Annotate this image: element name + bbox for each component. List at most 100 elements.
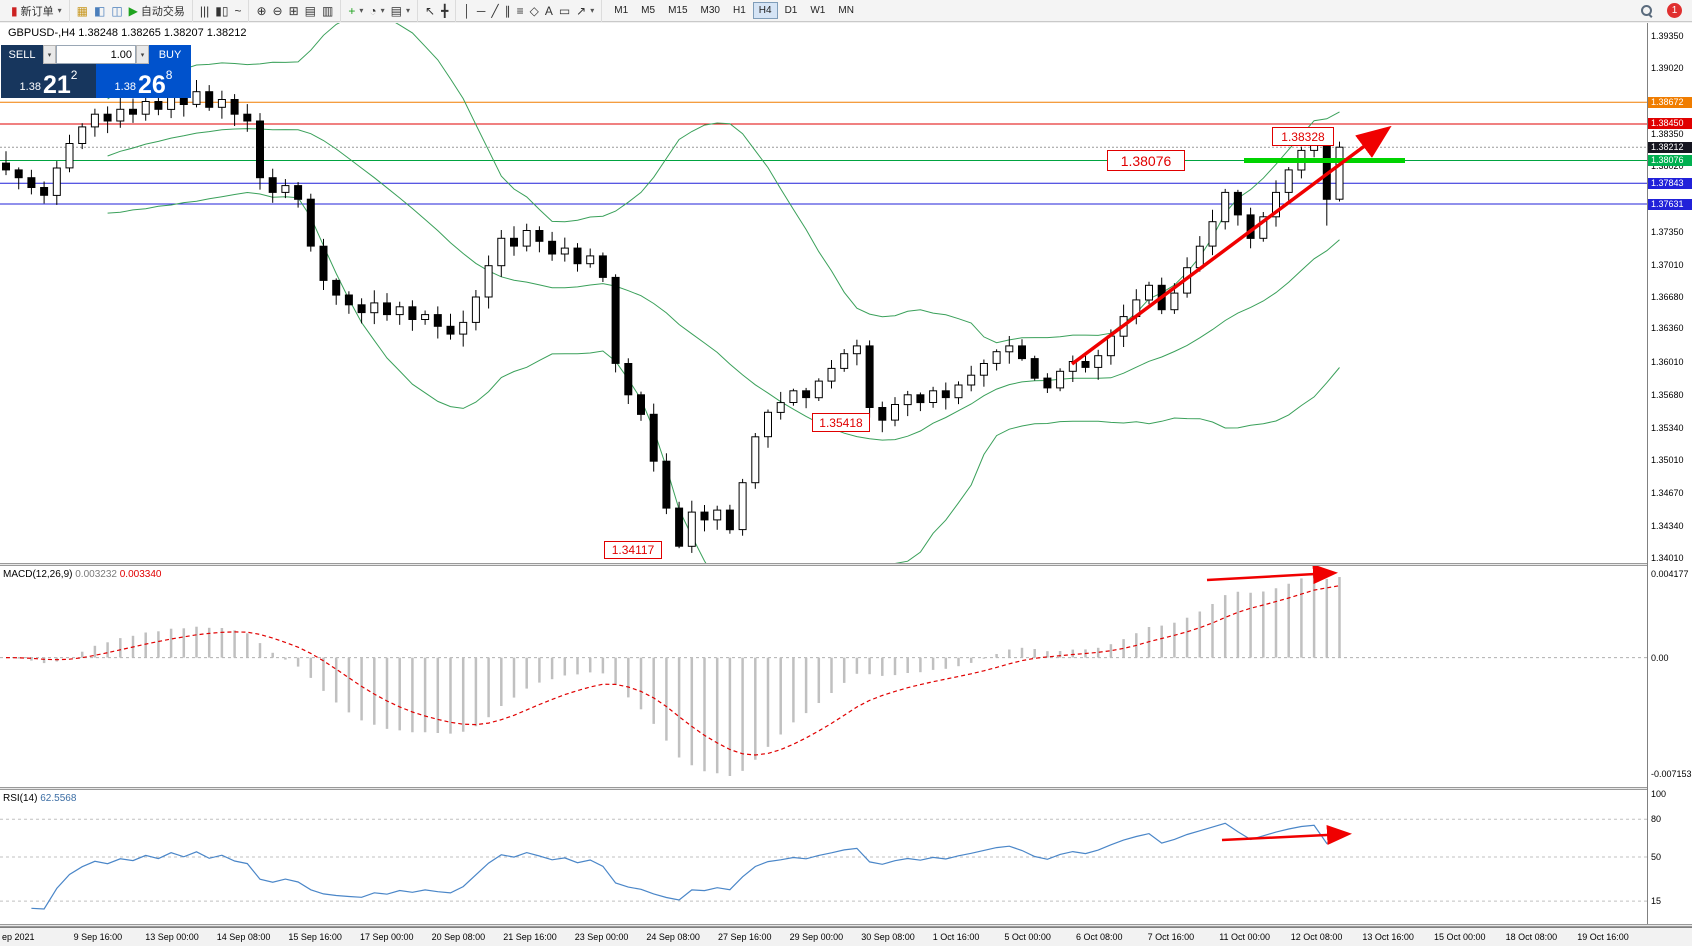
toolbar-groups: ▮ 新订单 ▾ ▦ ◧ ◫ ▶ 自动交易 ||| ▮▯ ~ ⊕ ⊖ ⊞ ▤ ▥ + ▾ ◔ ▾ ▤ ▾ ↖ ╋ │ ─ ╱ ∥ ≡ ◇ A ▭…	[4, 0, 603, 22]
price-tick: 1.34010	[1651, 553, 1684, 563]
pane-divider[interactable]	[0, 787, 1692, 790]
price-chip: 1.38212	[1648, 141, 1692, 153]
time-label: 5 Oct 00:00	[1004, 932, 1051, 942]
price-chart-canvas[interactable]	[0, 23, 1647, 563]
timeframe-m1[interactable]: M1	[614, 5, 629, 16]
sell-button[interactable]: SELL	[1, 45, 43, 64]
chart-window: GBPUSD-,H4 1.38248 1.38265 1.38207 1.382…	[0, 23, 1692, 946]
time-label: 21 Sep 16:00	[503, 932, 557, 942]
track-chart-icon: ▥	[322, 3, 334, 18]
tile-windows-button[interactable]: ⊞	[286, 3, 302, 19]
volume-caret-icon[interactable]: ▾	[136, 45, 149, 64]
timeframe-h1[interactable]: H1	[732, 5, 746, 16]
price-tick: 1.36010	[1651, 357, 1684, 368]
zoom-out-button[interactable]: ⊖	[270, 3, 286, 19]
fibonacci-button[interactable]: ≡	[514, 3, 527, 19]
track-chart-button[interactable]: ▥	[319, 3, 336, 19]
time-label: 9 Sep 16:00	[73, 932, 123, 942]
chart-line-icon: ~	[234, 3, 242, 18]
toolbar-group: ↖ ╋	[418, 0, 457, 22]
periods-button[interactable]: ◔ ▾	[366, 3, 387, 19]
time-label: 11 Oct 00:00	[1219, 932, 1271, 942]
data-window-button[interactable]: ◧	[91, 3, 108, 19]
sell-price-prefix: 1.38	[19, 81, 41, 93]
macd-canvas[interactable]	[0, 566, 1647, 787]
add-indicator-caret-icon[interactable]: ▾	[359, 6, 364, 15]
time-label: 19 Oct 16:00	[1577, 932, 1629, 942]
price-axis[interactable]: 1.393501.390201.383501.380201.373501.370…	[1647, 23, 1692, 924]
templates-caret-icon[interactable]: ▾	[406, 6, 411, 15]
time-label: 20 Sep 08:00	[431, 932, 486, 942]
templates-button[interactable]: ▤ ▾	[388, 3, 413, 19]
timeframe-d1[interactable]: D1	[784, 5, 798, 16]
rsi-canvas[interactable]	[0, 790, 1647, 924]
timeframe-m30[interactable]: M30	[700, 5, 720, 16]
chart-bars-button[interactable]: |||	[197, 3, 212, 19]
autotrading-button[interactable]: ▶ 自动交易	[126, 2, 188, 20]
price-tick: 1.36360	[1651, 323, 1684, 334]
new-order-caret-icon[interactable]: ▾	[57, 6, 62, 15]
text-icon: A	[544, 3, 553, 18]
chart-line-button[interactable]: ~	[231, 3, 244, 19]
trendline-button[interactable]: ╱	[488, 3, 501, 19]
price-annotation-box[interactable]: 1.35418	[812, 413, 870, 432]
time-label: 24 Sep 08:00	[646, 932, 700, 942]
sell-price-box[interactable]: 1.38 21 2	[1, 64, 96, 98]
arrows-caret-icon[interactable]: ▾	[590, 6, 595, 15]
price-annotation-box[interactable]: 1.38328	[1272, 127, 1334, 146]
time-label: 15 Sep 16:00	[288, 932, 342, 942]
vertical-line-icon: │	[463, 3, 471, 18]
price-annotation-box[interactable]: 1.38076	[1107, 150, 1185, 171]
toolbar-right: 1	[1637, 3, 1688, 19]
timeframe-h4[interactable]: H4	[752, 2, 778, 19]
price-tick: 1.37010	[1651, 259, 1684, 270]
crosshair-button[interactable]: ╋	[438, 3, 451, 19]
timeframe-w1[interactable]: W1	[810, 5, 826, 16]
horizontal-line-button[interactable]: ─	[474, 3, 489, 19]
new-order-button[interactable]: ▮ 新订单 ▾	[8, 2, 65, 20]
notification-badge[interactable]: 1	[1667, 3, 1682, 18]
periods-caret-icon[interactable]: ▾	[380, 6, 385, 15]
vertical-line-button[interactable]: │	[460, 3, 474, 19]
timeframe-mn[interactable]: MN	[838, 5, 854, 16]
pane-divider[interactable]	[0, 924, 1692, 927]
add-indicator-button[interactable]: + ▾	[345, 3, 366, 19]
time-label: 30 Sep 08:00	[861, 932, 915, 942]
price-tick: 1.35340	[1651, 422, 1684, 433]
cursor-button[interactable]: ↖	[422, 3, 438, 19]
time-label: 15 Oct 00:00	[1434, 932, 1486, 942]
price-tick: 1.34670	[1651, 488, 1684, 499]
auto-arrange-button[interactable]: ▤	[302, 3, 319, 19]
search-button[interactable]	[1637, 3, 1657, 19]
shapes-button[interactable]: ◇	[527, 3, 542, 19]
rsi-axis-level: 50	[1651, 852, 1662, 862]
fibonacci-icon: ≡	[516, 3, 524, 18]
equidistant-channel-button[interactable]: ∥	[502, 3, 514, 19]
sell-price-sup: 2	[70, 68, 78, 82]
price-tick: 1.35680	[1651, 389, 1684, 400]
timeframe-m15[interactable]: M15	[668, 5, 688, 16]
price-annotation-box[interactable]: 1.34117	[604, 541, 662, 559]
navigator-button[interactable]: ◫	[108, 3, 125, 19]
text-label-button[interactable]: ▭	[556, 3, 573, 19]
buy-button[interactable]: BUY	[149, 45, 191, 64]
chart-candles-button[interactable]: ▮▯	[212, 3, 231, 19]
arrows-button[interactable]: ↗ ▾	[573, 3, 597, 19]
buy-price-box[interactable]: 1.38 26 8	[96, 64, 191, 98]
price-tick: 1.39020	[1651, 63, 1684, 74]
toolbar: ▮ 新订单 ▾ ▦ ◧ ◫ ▶ 自动交易 ||| ▮▯ ~ ⊕ ⊖ ⊞ ▤ ▥ + ▾ ◔ ▾ ▤ ▾ ↖ ╋ │ ─ ╱ ∥ ≡ ◇ A ▭…	[0, 0, 1692, 22]
timeframe-m5[interactable]: M5	[641, 5, 656, 16]
text-button[interactable]: A	[542, 3, 556, 19]
zoom-in-button[interactable]: ⊕	[253, 3, 269, 19]
sell-caret-icon[interactable]: ▾	[43, 45, 56, 64]
crosshair-icon: ╋	[441, 3, 449, 18]
price-chip: 1.38672	[1648, 96, 1692, 108]
time-label: 6 Oct 08:00	[1076, 932, 1123, 942]
macd-axis-min: -0.007153	[1651, 769, 1692, 779]
time-axis[interactable]: ep 2021 9 Sep 16:00 13 Sep 00:00 14 Sep 08:…	[0, 927, 1692, 946]
price-tick: 1.37350	[1651, 226, 1684, 237]
macd-indicator-label: MACD(12,26,9) 0.003232 0.003340	[3, 569, 162, 580]
market-watch-button[interactable]: ▦	[74, 3, 91, 19]
pane-divider[interactable]	[0, 563, 1692, 566]
volume-input[interactable]	[56, 45, 136, 64]
